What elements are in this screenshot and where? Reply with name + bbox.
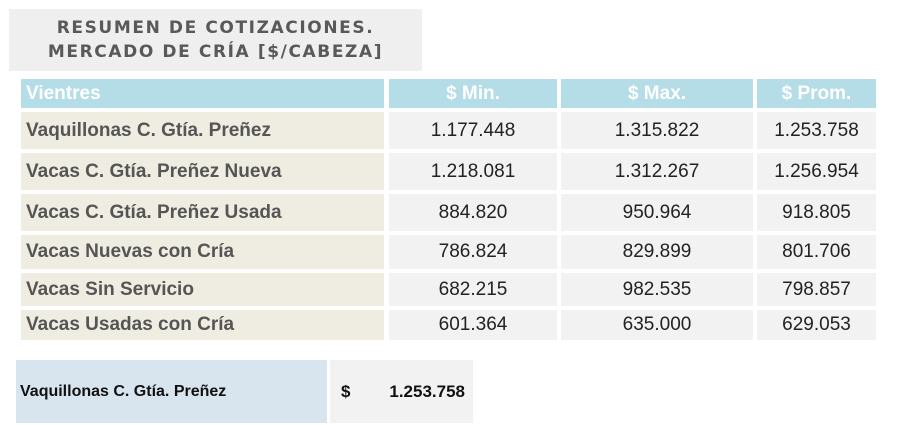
table-cell-prom: 801.706 — [757, 235, 876, 269]
table-cell-prom: 1.253.758 — [757, 112, 876, 149]
table-cell-min: 786.824 — [389, 235, 557, 269]
table-cell-prom: 798.857 — [757, 273, 876, 306]
table-cell-max: 829.899 — [561, 235, 753, 269]
table-row-label: Vacas Usadas con Cría — [21, 310, 384, 340]
summary-value-box: $ 1.253.758 — [330, 360, 473, 423]
table-cell-max: 1.315.822 — [561, 112, 753, 149]
table-cell-min: 682.215 — [389, 273, 557, 306]
summary-label: Vaquillonas C. Gtía. Preñez — [16, 360, 327, 423]
table-row-label: Vacas Sin Servicio — [21, 273, 384, 306]
table-cell-prom: 629.053 — [757, 310, 876, 340]
table-cell-max: 982.535 — [561, 273, 753, 306]
table-row-label: Vacas C. Gtía. Preñez Nueva — [21, 153, 384, 190]
header-prom: $ Prom. — [757, 79, 876, 108]
title-line-1: RESUMEN DE COTIZACIONES. — [56, 18, 375, 38]
table-row-label: Vacas Nuevas con Cría — [21, 235, 384, 269]
title-line-2: MERCADO DE CRÍA [$/CABEZA] — [47, 42, 384, 62]
table-cell-min: 1.177.448 — [389, 112, 557, 149]
table-cell-max: 635.000 — [561, 310, 753, 340]
table-cell-prom: 918.805 — [757, 194, 876, 231]
table-cell-max: 1.312.267 — [561, 153, 753, 190]
summary-value: 1.253.758 — [389, 381, 465, 401]
header-max: $ Max. — [561, 79, 753, 108]
report-title: RESUMEN DE COTIZACIONES. MERCADO DE CRÍA… — [9, 9, 422, 71]
table-cell-min: 884.820 — [389, 194, 557, 231]
header-min: $ Min. — [389, 79, 557, 108]
table-row-label: Vaquillonas C. Gtía. Preñez — [21, 112, 384, 149]
summary-currency: $ — [341, 381, 351, 401]
table-cell-min: 601.364 — [389, 310, 557, 340]
table-cell-min: 1.218.081 — [389, 153, 557, 190]
table-cell-max: 950.964 — [561, 194, 753, 231]
table-cell-prom: 1.256.954 — [757, 153, 876, 190]
header-vientres: Vientres — [21, 79, 384, 108]
table-row-label: Vacas C. Gtía. Preñez Usada — [21, 194, 384, 231]
